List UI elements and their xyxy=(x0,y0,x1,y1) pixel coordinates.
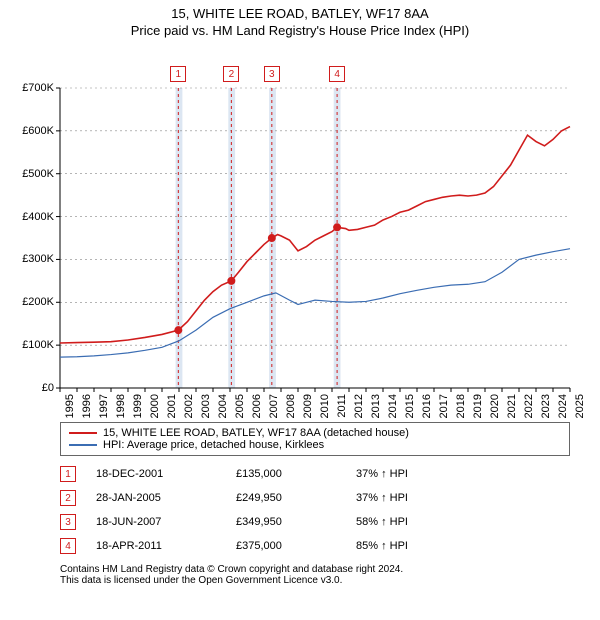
chart: £0 £100K £200K £300K £400K £500K £600K £700K 19… xyxy=(0,38,600,418)
sales-marker: 4 xyxy=(60,538,76,554)
sales-date: 18-JUN-2007 xyxy=(96,516,236,528)
event-marker: 4 xyxy=(329,66,345,82)
title-sub: Price paid vs. HM Land Registry's House … xyxy=(0,23,600,38)
sales-price: £349,950 xyxy=(236,516,356,528)
sales-date: 18-APR-2011 xyxy=(96,540,236,552)
x-tick-label: 1998 xyxy=(115,394,127,418)
x-tick-label: 1997 xyxy=(98,394,110,418)
x-tick-label: 2009 xyxy=(302,394,314,418)
event-marker: 2 xyxy=(223,66,239,82)
x-tick-label: 2017 xyxy=(438,394,450,418)
x-tick-label: 2000 xyxy=(149,394,161,418)
x-tick-label: 2011 xyxy=(336,394,348,418)
y-tick-label: £500K xyxy=(4,168,54,180)
sales-row: 4 18-APR-2011£375,00085% ↑ HPI xyxy=(60,534,570,558)
sales-price: £135,000 xyxy=(236,468,356,480)
sales-row: 2 28-JAN-2005£249,95037% ↑ HPI xyxy=(60,486,570,510)
x-tick-label: 2007 xyxy=(268,394,280,418)
sales-delta: 37% ↑ HPI xyxy=(356,468,476,480)
sales-delta: 85% ↑ HPI xyxy=(356,540,476,552)
event-marker: 1 xyxy=(170,66,186,82)
sales-row: 3 18-JUN-2007£349,95058% ↑ HPI xyxy=(60,510,570,534)
x-tick-label: 2016 xyxy=(421,394,433,418)
title-block: 15, WHITE LEE ROAD, BATLEY, WF17 8AA Pri… xyxy=(0,0,600,38)
sales-marker: 2 xyxy=(60,490,76,506)
x-tick-label: 2013 xyxy=(370,394,382,418)
y-tick-label: £0 xyxy=(4,382,54,394)
sales-price: £249,950 xyxy=(236,492,356,504)
x-tick-label: 2002 xyxy=(183,394,195,418)
x-tick-label: 2025 xyxy=(574,394,586,418)
legend-swatch-house xyxy=(69,432,97,434)
sales-row: 1 18-DEC-2001£135,00037% ↑ HPI xyxy=(60,462,570,486)
legend-label-hpi: HPI: Average price, detached house, Kirk… xyxy=(103,439,324,451)
x-tick-label: 2012 xyxy=(353,394,365,418)
footer: Contains HM Land Registry data © Crown c… xyxy=(60,564,570,586)
chart-svg xyxy=(0,38,600,418)
sales-marker: 3 xyxy=(60,514,76,530)
title-main: 15, WHITE LEE ROAD, BATLEY, WF17 8AA xyxy=(0,6,600,21)
x-tick-label: 2021 xyxy=(506,394,518,418)
event-marker: 3 xyxy=(264,66,280,82)
legend: 15, WHITE LEE ROAD, BATLEY, WF17 8AA (de… xyxy=(60,422,570,456)
x-tick-label: 1999 xyxy=(132,394,144,418)
x-tick-label: 2010 xyxy=(319,394,331,418)
sales-table: 1 18-DEC-2001£135,00037% ↑ HPI 2 28-JAN-200… xyxy=(60,462,570,558)
sales-delta: 37% ↑ HPI xyxy=(356,492,476,504)
sales-date: 28-JAN-2005 xyxy=(96,492,236,504)
x-tick-label: 1995 xyxy=(64,394,76,418)
legend-item-house: 15, WHITE LEE ROAD, BATLEY, WF17 8AA (de… xyxy=(69,427,561,439)
footer-line2: This data is licensed under the Open Gov… xyxy=(60,575,570,586)
x-tick-label: 2001 xyxy=(166,394,178,418)
y-tick-label: £600K xyxy=(4,125,54,137)
sales-marker: 1 xyxy=(60,466,76,482)
footer-line1: Contains HM Land Registry data © Crown c… xyxy=(60,564,570,575)
x-tick-label: 2005 xyxy=(234,394,246,418)
x-tick-label: 2014 xyxy=(387,394,399,418)
y-tick-label: £100K xyxy=(4,339,54,351)
x-tick-label: 2004 xyxy=(217,394,229,418)
x-tick-label: 2022 xyxy=(523,394,535,418)
x-tick-label: 2018 xyxy=(455,394,467,418)
legend-item-hpi: HPI: Average price, detached house, Kirk… xyxy=(69,439,561,451)
y-tick-label: £200K xyxy=(4,296,54,308)
x-tick-label: 2015 xyxy=(404,394,416,418)
sales-price: £375,000 xyxy=(236,540,356,552)
x-tick-label: 2019 xyxy=(472,394,484,418)
x-tick-label: 2023 xyxy=(540,394,552,418)
x-tick-label: 2003 xyxy=(200,394,212,418)
y-tick-label: £700K xyxy=(4,82,54,94)
y-tick-label: £400K xyxy=(4,211,54,223)
x-tick-label: 2020 xyxy=(489,394,501,418)
x-tick-label: 1996 xyxy=(81,394,93,418)
sales-date: 18-DEC-2001 xyxy=(96,468,236,480)
y-tick-label: £300K xyxy=(4,253,54,265)
x-tick-label: 2006 xyxy=(251,394,263,418)
legend-label-house: 15, WHITE LEE ROAD, BATLEY, WF17 8AA (de… xyxy=(103,427,409,439)
sales-delta: 58% ↑ HPI xyxy=(356,516,476,528)
legend-swatch-hpi xyxy=(69,444,97,446)
x-tick-label: 2024 xyxy=(557,394,569,418)
x-tick-label: 2008 xyxy=(285,394,297,418)
